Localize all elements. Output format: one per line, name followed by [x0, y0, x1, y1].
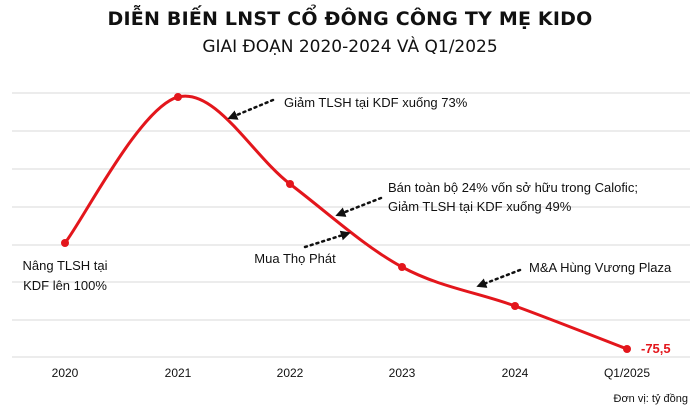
- annotation-2021: Giảm TLSH tại KDF xuống 73%: [284, 95, 468, 110]
- chart-gridlines: [12, 92, 690, 358]
- x-tick-label: 2021: [165, 366, 192, 380]
- annotation-arrow: [335, 196, 383, 217]
- chart-series: [61, 93, 631, 353]
- x-tick-label: Q1/2025: [604, 366, 650, 380]
- x-tick-label: 2023: [389, 366, 416, 380]
- annotation-arrows: [227, 98, 522, 288]
- chart-subtitle: GIAI ĐOẠN 2020-2024 VÀ Q1/2025: [202, 37, 498, 57]
- annotation-2020: Nâng TLSH tại KDF lên 100%: [22, 258, 107, 293]
- x-tick-label: 2020: [52, 366, 79, 380]
- data-point-2024: [511, 302, 519, 310]
- annotation-arrow: [303, 230, 351, 249]
- series-line: [63, 94, 629, 351]
- annotation-2022: Bán toàn bộ 24% vốn sở hữu trong Calofic…: [388, 180, 638, 214]
- annotation-arrow: [227, 98, 275, 120]
- data-point-2022: [286, 180, 294, 188]
- data-point-q1-2025: [623, 345, 631, 353]
- data-point-2021: [174, 93, 182, 101]
- data-point-2020: [61, 239, 69, 247]
- x-tick-label: 2022: [277, 366, 304, 380]
- annotation-2024: M&A Hùng Vương Plaza: [529, 260, 672, 275]
- chart-labels: 2020 2021 2022 2023 2024 Q1/2025 -75,5 Đơn vị: …: [22, 95, 688, 405]
- chart-title: DIỄN BIẾN LNST CỔ ĐÔNG CÔNG TY MẸ KIDO: [107, 8, 593, 30]
- annotation-2022b: Mua Thọ Phát: [254, 251, 336, 266]
- annotation-arrow: [476, 268, 522, 288]
- x-tick-label: 2024: [502, 366, 529, 380]
- value-label: -75,5: [641, 341, 671, 356]
- data-point-2023: [398, 263, 406, 271]
- unit-note: Đơn vị: tỷ đồng: [614, 393, 688, 405]
